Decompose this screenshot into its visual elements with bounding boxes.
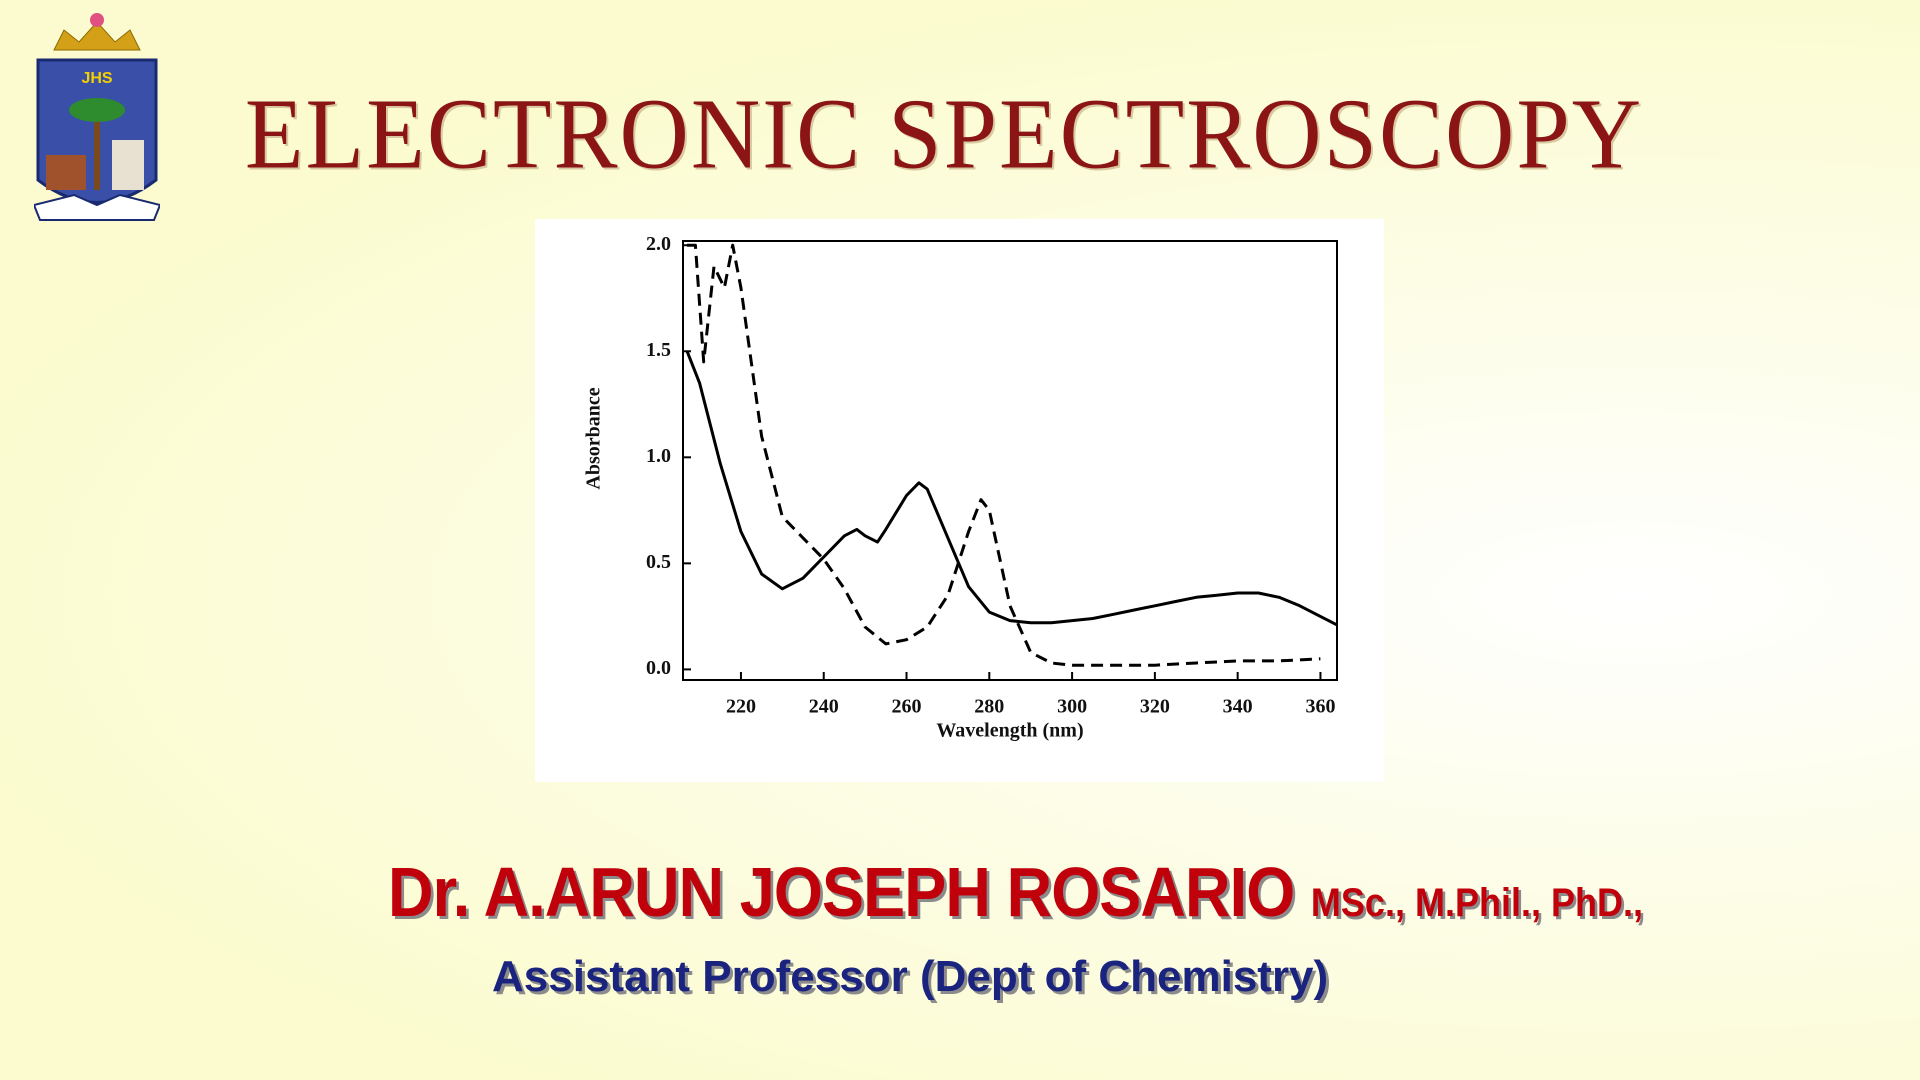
- y-tick-label: 2.0: [646, 233, 671, 255]
- y-tick-label: 1.0: [646, 445, 671, 467]
- y-axis-label: Absorbance: [583, 387, 605, 489]
- x-tick-label: 280: [974, 696, 1004, 718]
- y-tick-label: 0.0: [646, 657, 671, 679]
- x-tick-label: 340: [1223, 696, 1253, 718]
- department: (Dept of Chemistry): [919, 952, 1329, 1001]
- y-tick-label: 1.5: [646, 339, 671, 361]
- logo-text: JHS: [81, 70, 112, 87]
- series-line: [687, 243, 1321, 667]
- chart: 0.0 0.5 1.0 1.5 2.0 220 240 260 280 300 320 340 360 W…: [583, 233, 1338, 742]
- x-tick-label: 240: [809, 696, 839, 718]
- x-tick-label: 300: [1057, 696, 1087, 718]
- x-tick-label: 320: [1140, 696, 1170, 718]
- chart-panel: 0.0 0.5 1.0 1.5 2.0 220 240 260 280 300 320 340 360 W…: [535, 219, 1384, 782]
- x-tick-label: 220: [726, 696, 756, 718]
- author: Dr. A.ARUN JOSEPH ROSARIO MSc., M.Phil.,…: [388, 852, 1643, 932]
- x-tick-label: 260: [892, 696, 922, 718]
- position: Assistant Professor: [492, 952, 908, 1001]
- author-name: Dr. A.ARUN JOSEPH ROSARIO: [388, 853, 1295, 931]
- plot-frame: [682, 240, 1338, 681]
- series-line: [685, 350, 1337, 627]
- slide-title: ELECTRONIC SPECTROSCOPY: [244, 77, 1644, 190]
- x-tick-label: 360: [1305, 696, 1335, 718]
- x-axis-label: Wavelength (nm): [936, 720, 1083, 742]
- logo: JHS: [34, 13, 160, 221]
- role: Assistant Professor (Dept of Chemistry): [492, 952, 1328, 1002]
- y-tick-label: 0.5: [646, 551, 671, 573]
- author-degrees: MSc., M.Phil., PhD.,: [1310, 881, 1643, 925]
